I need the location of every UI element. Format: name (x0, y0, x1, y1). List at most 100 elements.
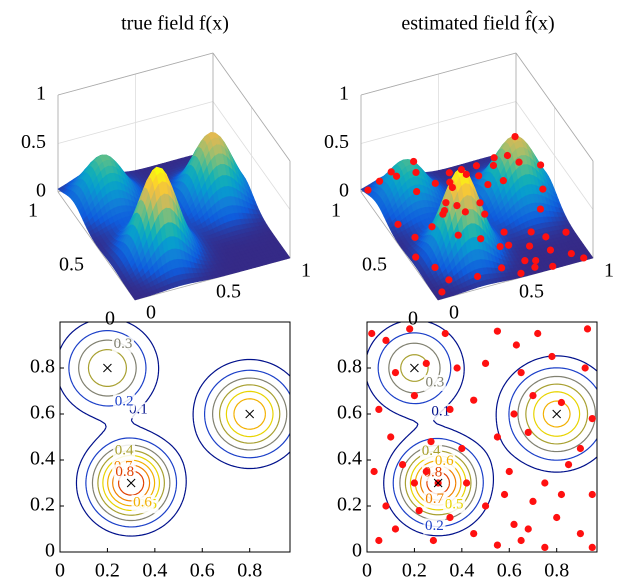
sample-point (505, 241, 513, 249)
contour-label: 0.5 (445, 496, 464, 512)
sample-point (532, 256, 540, 265)
sample-point (529, 392, 537, 400)
sample-point (525, 242, 534, 250)
sample-point (517, 369, 525, 377)
contour-label-bg (423, 374, 446, 391)
sample-point (515, 158, 523, 166)
sample-point (541, 543, 549, 552)
sample-point (549, 262, 557, 270)
sample-point (484, 180, 492, 189)
sample-point (446, 405, 454, 413)
sample-point (472, 162, 481, 170)
sample-point (422, 467, 430, 476)
sample-point (497, 264, 506, 272)
z-tick-label: 0.5 (324, 131, 349, 153)
sample-point (524, 525, 532, 533)
x-tick-label: 0.4 (449, 560, 474, 582)
panel-title: true field f(x) (121, 13, 229, 35)
contour-label-bg (429, 404, 452, 421)
y-tick-label: 0.6 (337, 402, 362, 424)
y-tick-label: 0 (352, 540, 362, 562)
x-tick-label: 0.4 (142, 560, 167, 582)
sample-point (548, 352, 556, 361)
x-tick-label: 0.2 (402, 560, 427, 582)
y-tick-label: 0.2 (337, 494, 362, 516)
y-tick-label: 0 (105, 308, 115, 330)
contour-line (87, 349, 281, 516)
sample-point (481, 502, 490, 510)
sample-point (453, 202, 461, 210)
sample-point (427, 438, 435, 446)
sample-point (529, 497, 537, 505)
sample-point (557, 398, 566, 407)
axis-line (360, 52, 517, 96)
sample-point (462, 170, 470, 178)
sample-point (428, 223, 436, 231)
sample-point (493, 327, 502, 335)
sample-point (499, 177, 507, 185)
sample-point (477, 235, 485, 243)
sample-point (445, 276, 453, 284)
sample-point (588, 415, 596, 423)
sample-point (442, 199, 450, 207)
contour-label: 0.1 (431, 404, 450, 420)
contour-line (102, 390, 274, 512)
sample-point (411, 233, 419, 241)
contours: 0.10.20.30.40.50.60.70.8 (60, 322, 290, 537)
sample-point (431, 179, 439, 187)
sample-point (422, 359, 430, 367)
sample-point (415, 507, 423, 515)
sample-point (438, 288, 446, 296)
sample-point (387, 168, 395, 176)
sample-point (413, 187, 421, 196)
contour-label: 0.3 (425, 374, 444, 390)
contour-label-bg (112, 336, 135, 353)
x-tick-label: 0.2 (95, 560, 120, 582)
surface-patch (132, 295, 140, 301)
sample-point (539, 185, 547, 193)
panel-title: estimated field f̂(x) (401, 10, 554, 35)
peak-marker (552, 409, 562, 419)
contour-label-bg (423, 491, 446, 508)
sample-point (562, 228, 570, 236)
sample-point (490, 154, 498, 162)
sample-point (461, 208, 469, 216)
sample-point (387, 433, 395, 441)
sample-point (517, 269, 525, 277)
axis-line (212, 52, 291, 162)
sample-point (375, 405, 383, 413)
y-tick-label: 0.4 (30, 448, 55, 470)
x-tick-label: 0.8 (237, 560, 262, 582)
sample-point (510, 520, 518, 529)
axis-line (515, 52, 594, 162)
sample-point (534, 329, 542, 338)
sample-point (576, 530, 585, 538)
contour-label-bg (113, 443, 136, 460)
sample-point (588, 543, 596, 552)
sample-point (470, 530, 478, 538)
contour-label-bg (423, 518, 446, 535)
sample-point (489, 161, 498, 170)
z-tick-label: 1 (339, 83, 349, 105)
peak-marker (410, 363, 419, 373)
sample-point (382, 336, 390, 344)
sample-point (441, 329, 449, 338)
sample-point (368, 329, 376, 338)
x-tick-label: 0 (362, 560, 372, 582)
contour-label: 0.2 (115, 394, 134, 410)
sample-point (375, 177, 384, 185)
sample-point (531, 263, 539, 271)
sample-point (370, 467, 378, 476)
peak-marker (126, 478, 136, 488)
sample-point (476, 199, 484, 207)
x-tick-label: 0.5 (519, 281, 544, 303)
sample-point (496, 242, 504, 251)
contours: 0.10.20.30.40.50.60.70.8 (367, 322, 597, 537)
sample-point (536, 205, 545, 213)
sample-point (542, 233, 550, 241)
x-tick-label: 0 (55, 560, 65, 582)
y-tick-label: 0.8 (337, 356, 362, 378)
sample-point (412, 253, 420, 261)
sample-point (458, 444, 466, 453)
